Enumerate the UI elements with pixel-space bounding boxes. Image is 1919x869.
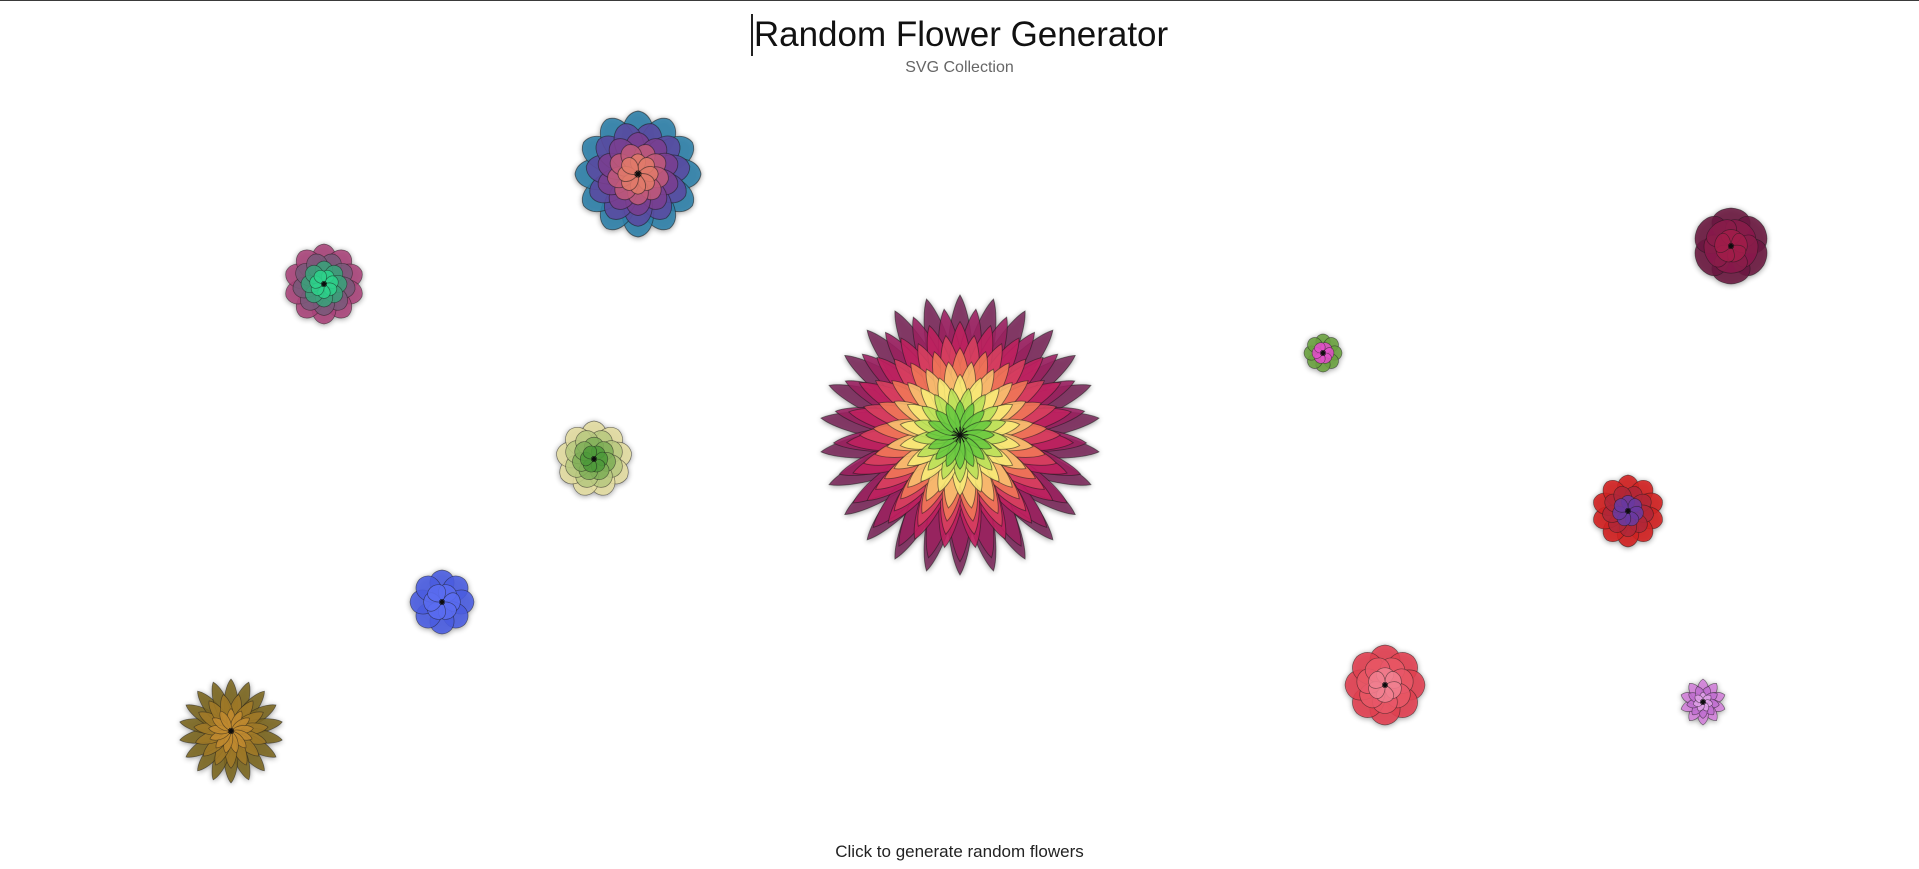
flower-coral [1344,644,1426,726]
flower-blue [409,569,475,635]
flower-petal [219,710,232,732]
flower-center [1320,350,1326,356]
generate-hint: Click to generate random flowers [835,842,1084,861]
flower-center [227,727,235,735]
flower-petal [1613,498,1629,513]
flower-teal-violet [574,110,702,238]
flower-maroon [1694,207,1768,285]
flower-center [591,456,597,462]
page-subtitle: SVG Collection [905,59,1014,76]
flower-center [1382,682,1388,688]
flower-ochre [179,678,283,784]
page-header: Random Flower Generator SVG Collection [0,14,1919,78]
flower-red-violet [1593,474,1663,548]
flower-center [1625,508,1631,514]
top-border [0,0,1919,1]
flower-center [321,281,327,287]
flower-petal [427,584,446,603]
flower-petal [621,157,639,175]
flower-petal [582,445,597,460]
flower-center [439,599,445,605]
flower-magenta-large [820,294,1100,576]
flower-center [1728,243,1734,249]
flower-center [1700,699,1706,705]
flower-lilac [1680,678,1726,726]
flower-center [951,426,969,444]
flower-petal [1368,671,1386,689]
flower-green-pink-tiny [1303,333,1343,373]
flower-center [634,170,642,178]
flower-petal [313,269,327,285]
flower-petal [945,402,962,436]
flower-rose-green [285,243,363,325]
flower-petal [1314,342,1326,354]
page-title: Random Flower Generator [750,14,1168,56]
flower-khaki-green [556,420,632,496]
flower-petal [1714,232,1732,253]
